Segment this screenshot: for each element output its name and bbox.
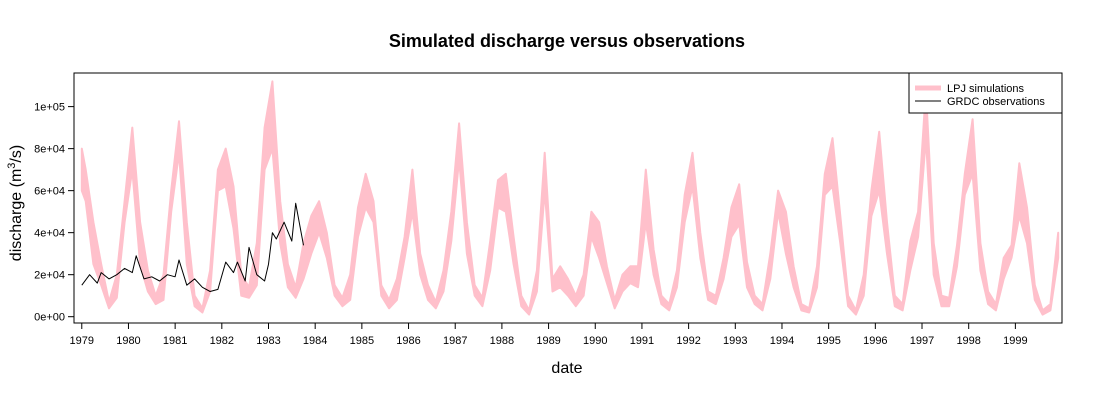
y-tick-label: 8e+04 (34, 144, 65, 156)
chart-title: Simulated discharge versus observations (389, 31, 745, 51)
x-tick-label: 1986 (396, 335, 420, 347)
simulation-band (80, 80, 1060, 316)
x-tick-label: 1995 (816, 335, 840, 347)
x-tick-label: 1983 (256, 335, 280, 347)
y-axis-label-tail: /s) (8, 145, 25, 163)
legend-label-observations: GRDC observations (947, 96, 1045, 108)
x-tick-label: 1992 (676, 335, 700, 347)
x-tick-label: 1989 (536, 335, 560, 347)
x-tick-label: 1993 (723, 335, 747, 347)
x-tick-label: 1991 (630, 335, 654, 347)
y-tick-label: 1e+05 (34, 102, 65, 114)
simulation-band-layer (80, 80, 1060, 316)
x-tick-label: 1980 (116, 335, 140, 347)
x-tick-label: 1981 (163, 335, 187, 347)
y-tick-label: 6e+04 (34, 186, 65, 198)
legend-label-simulations: LPJ simulations (947, 83, 1025, 95)
x-tick-label: 1998 (956, 335, 980, 347)
x-axis-label: date (551, 360, 582, 377)
plot-frame (73, 72, 1063, 324)
observation-line-layer (81, 202, 304, 292)
x-tick-label: 1996 (863, 335, 887, 347)
y-axis-label-main: discharge (m (8, 169, 25, 261)
x-tick-label: 1984 (303, 335, 327, 347)
x-tick-label: 1988 (490, 335, 514, 347)
y-tick-label: 4e+04 (34, 228, 65, 240)
y-tick-label: 0e+00 (34, 312, 65, 324)
y-tick-label: 2e+04 (34, 270, 65, 282)
x-tick-label: 1982 (210, 335, 234, 347)
x-tick-label: 1979 (70, 335, 94, 347)
y-axis-label-sup: 3 (6, 163, 18, 169)
x-tick-label: 1990 (583, 335, 607, 347)
x-tick-label: 1987 (443, 335, 467, 347)
x-tick-label: 1997 (910, 335, 934, 347)
y-axis-label: discharge (m3/s) (6, 145, 25, 261)
x-tick-label: 1994 (770, 335, 794, 347)
x-tick-label: 1985 (350, 335, 374, 347)
legend-box (908, 72, 1063, 114)
observation-line (81, 202, 304, 292)
y-axis: 0e+00 2e+04 4e+04 6e+04 8e+04 1e+05 (34, 102, 74, 324)
x-axis: 1979 1980 1981 1982 1983 1984 1985 1986 1987 1988… (70, 323, 1028, 347)
legend: LPJ simulations GRDC observations (908, 72, 1063, 114)
x-tick-label: 1999 (1003, 335, 1027, 347)
